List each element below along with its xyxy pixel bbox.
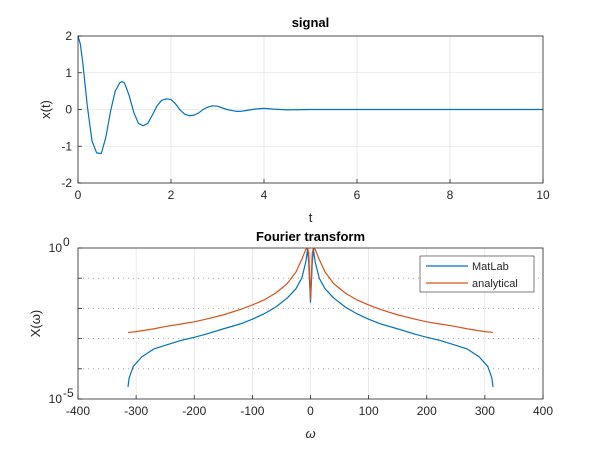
signal-ticks: 0 2 4 6 8 10 -2 -1 0 1 2 [61, 29, 550, 202]
fourier-y-tick-label: 10 [49, 392, 63, 406]
signal-series-line [78, 36, 543, 155]
signal-title: signal [292, 15, 330, 30]
signal-ylabel: x(t) [38, 100, 53, 119]
fourier-x-tick-label: -400 [66, 404, 90, 418]
fourier-xlabel: ω [305, 426, 315, 441]
fourier-y-tick-label: 10 [49, 241, 63, 255]
fourier-series-line-1 [127, 248, 494, 334]
signal-x-tick-label: 6 [354, 188, 361, 202]
signal-y-tick-label: 1 [65, 66, 72, 80]
signal-y-tick-label: -2 [61, 176, 72, 190]
fourier-x-tick-label: -100 [240, 404, 264, 418]
signal-x-tick-label: 8 [447, 188, 454, 202]
fourier-title: Fourier transform [256, 229, 365, 244]
fourier-series-line-0 [127, 248, 494, 388]
fourier-y-tick-exponent: 0 [63, 235, 70, 249]
signal-axes: 0 2 4 6 8 10 -2 -1 0 1 2 signal t x(t) [38, 15, 550, 225]
fourier-ylabel: X(ω) [28, 310, 43, 337]
fourier-legend: MatLab analytical [419, 255, 535, 293]
signal-y-tick-label: 2 [65, 29, 72, 43]
fourier-x-tick-label: 100 [359, 404, 379, 418]
signal-lines [78, 36, 543, 155]
fourier-x-tick-label: -200 [182, 404, 206, 418]
signal-x-tick-label: 4 [261, 188, 268, 202]
signal-xlabel: t [309, 210, 313, 225]
legend-box [419, 255, 535, 293]
legend-label-analytical: analytical [472, 278, 518, 290]
fourier-lines [127, 248, 494, 388]
signal-x-tick-label: 2 [168, 188, 175, 202]
fourier-x-tick-label: 200 [417, 404, 437, 418]
signal-x-tick-label: 0 [75, 188, 82, 202]
signal-x-tick-label: 10 [536, 188, 550, 202]
signal-y-tick-label: 0 [65, 103, 72, 117]
fourier-x-tick-label: 300 [475, 404, 495, 418]
legend-label-matlab: MatLab [472, 261, 509, 273]
fourier-x-tick-label: -300 [124, 404, 148, 418]
signal-y-tick-label: -1 [61, 139, 72, 153]
fourier-x-tick-label: 0 [307, 404, 314, 418]
fourier-x-tick-label: 400 [533, 404, 553, 418]
fourier-y-tick-exponent: -5 [63, 386, 74, 400]
